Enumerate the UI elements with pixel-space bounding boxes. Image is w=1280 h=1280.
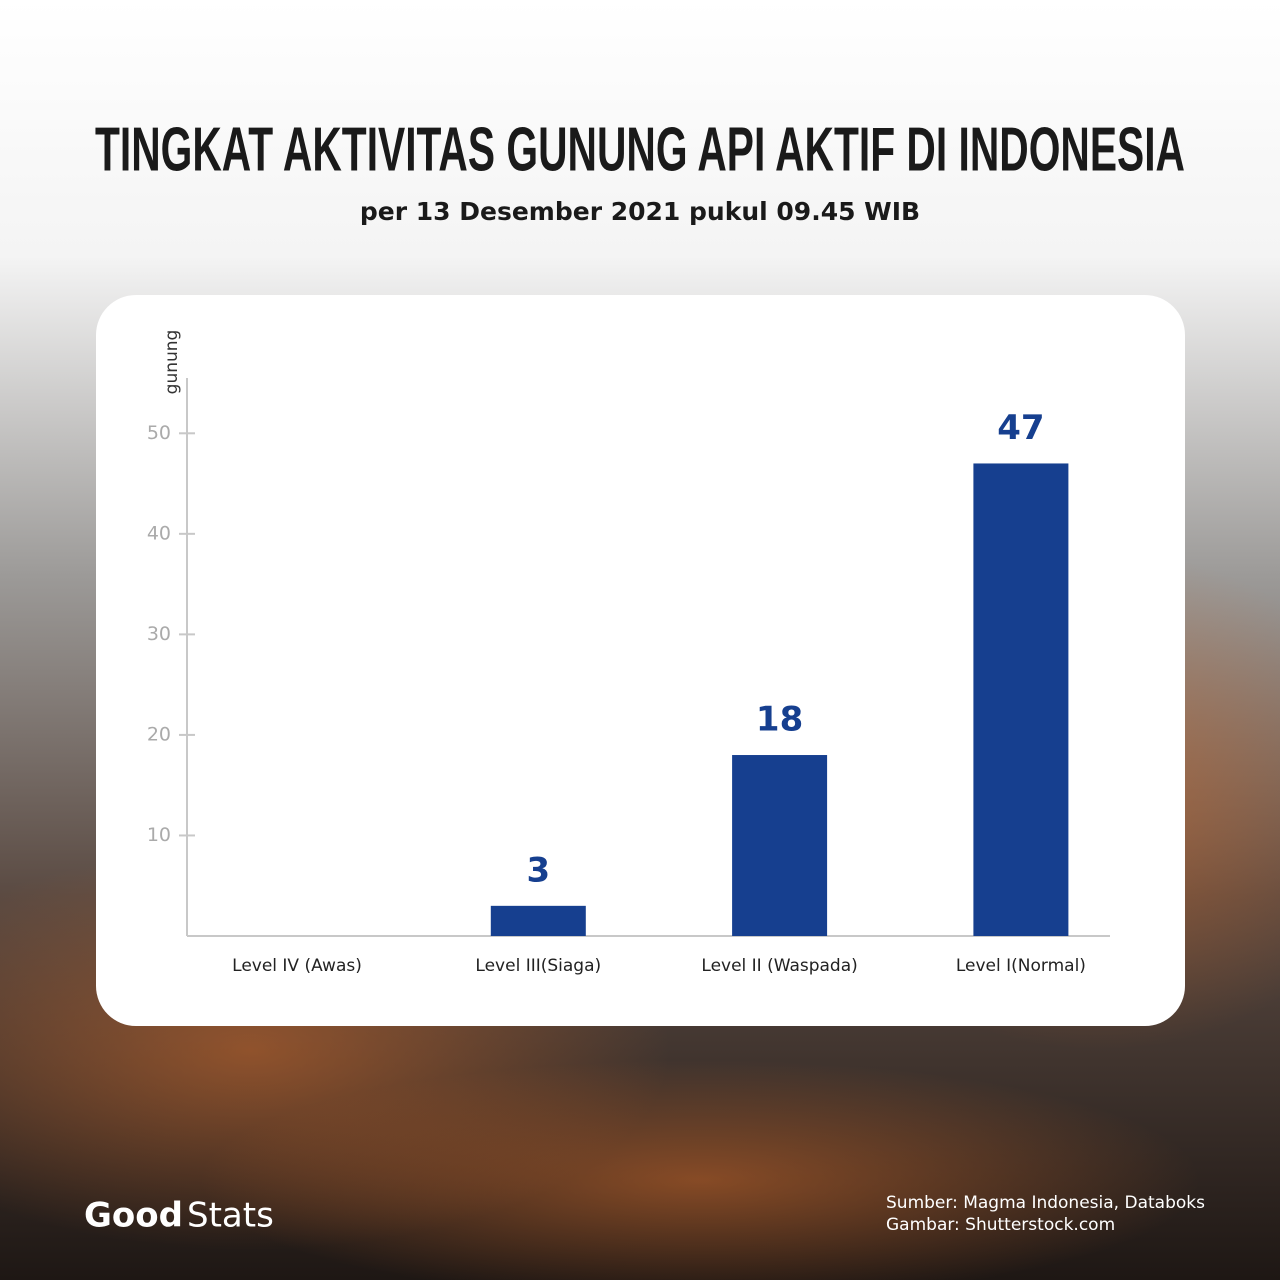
source-note: Sumber: Magma Indonesia, Databoks bbox=[886, 1193, 1205, 1213]
value-label: 3 bbox=[526, 850, 550, 890]
bar bbox=[490, 905, 586, 936]
glow bbox=[200, 1060, 1200, 1280]
chart-title: TINGKAT AKTIVITAS GUNUNG API AKTIF DI IN… bbox=[95, 115, 1185, 184]
x-tick-label: Level IV (Awas) bbox=[232, 956, 362, 976]
bar bbox=[732, 755, 828, 936]
value-label: 18 bbox=[756, 700, 803, 740]
x-tick-label: Level I(Normal) bbox=[956, 956, 1086, 976]
y-tick-label: 30 bbox=[147, 623, 171, 645]
bar bbox=[973, 463, 1069, 936]
x-tick-label: Level III(Siaga) bbox=[475, 956, 601, 976]
y-tick-label: 40 bbox=[147, 522, 171, 544]
image-credit: Gambar: Shutterstock.com bbox=[886, 1215, 1115, 1235]
brand-bold: Good bbox=[84, 1196, 183, 1236]
chart-panel bbox=[96, 295, 1185, 1026]
chart-subtitle: per 13 Desember 2021 pukul 09.45 WIB bbox=[360, 197, 920, 226]
y-tick-label: 10 bbox=[147, 824, 171, 846]
y-tick-label: 50 bbox=[147, 422, 171, 444]
brand-light: Stats bbox=[187, 1196, 274, 1236]
y-axis-label: gunung bbox=[162, 330, 182, 395]
value-label: 47 bbox=[997, 408, 1044, 448]
x-tick-label: Level II (Waspada) bbox=[701, 956, 857, 976]
y-tick-label: 20 bbox=[147, 723, 171, 745]
